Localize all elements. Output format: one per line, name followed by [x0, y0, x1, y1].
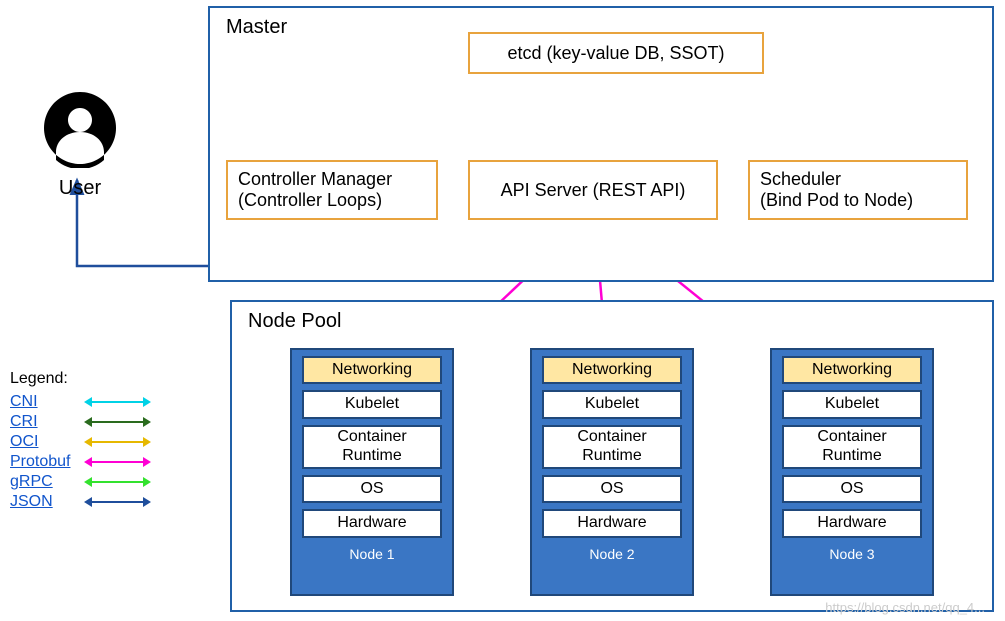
legend-arrow-icon	[90, 481, 145, 483]
legend-arrow-icon	[90, 401, 145, 403]
node-layer-os: OS	[782, 475, 922, 503]
diagram-stage: Master etcd (key-value DB, SSOT) Control…	[0, 0, 1005, 621]
legend-arrow-icon	[90, 501, 145, 503]
scheduler-box: Scheduler (Bind Pod to Node)	[748, 160, 968, 220]
api-server-box: API Server (REST API)	[468, 160, 718, 220]
legend-arrow-icon	[90, 461, 145, 463]
node-3: Networking Kubelet ContainerRuntime OS Hardw…	[770, 348, 934, 596]
node-layer-networking: Networking	[542, 356, 682, 384]
legend-arrow-icon	[90, 441, 145, 443]
legend-row-cri: CRI	[10, 412, 145, 432]
user-icon	[30, 88, 130, 168]
legend-link[interactable]: CRI	[10, 413, 80, 431]
scheduler-line1: Scheduler	[760, 169, 956, 190]
legend-title: Legend:	[10, 370, 145, 388]
node-footer: Node 1	[302, 544, 442, 567]
node-layer-container-runtime: ContainerRuntime	[542, 425, 682, 469]
node-layer-os: OS	[542, 475, 682, 503]
master-title: Master	[226, 16, 287, 39]
legend-arrow-icon	[90, 421, 145, 423]
watermark: https://blog.csdn.net/qq_4...	[825, 600, 985, 615]
node-layer-container-runtime: ContainerRuntime	[782, 425, 922, 469]
legend-link[interactable]: CNI	[10, 393, 80, 411]
node-layer-networking: Networking	[782, 356, 922, 384]
node-layer-hardware: Hardware	[542, 509, 682, 537]
legend-link[interactable]: OCI	[10, 433, 80, 451]
legend-row-protobuf: Protobuf	[10, 452, 145, 472]
node-1: Networking Kubelet ContainerRuntime OS Hardw…	[290, 348, 454, 596]
user-label: User	[20, 177, 140, 200]
node-footer: Node 2	[542, 544, 682, 567]
nodepool-title: Node Pool	[248, 310, 341, 333]
node-layer-hardware: Hardware	[302, 509, 442, 537]
legend-row-grpc: gRPC	[10, 472, 145, 492]
legend-link[interactable]: Protobuf	[10, 453, 80, 471]
legend-row-cni: CNI	[10, 392, 145, 412]
etcd-box: etcd (key-value DB, SSOT)	[468, 32, 764, 74]
node-layer-os: OS	[302, 475, 442, 503]
legend-link[interactable]: JSON	[10, 493, 80, 511]
node-footer: Node 3	[782, 544, 922, 567]
controller-line2: (Controller Loops)	[238, 190, 426, 211]
controller-line1: Controller Manager	[238, 169, 426, 190]
etcd-label: etcd (key-value DB, SSOT)	[507, 43, 724, 64]
node-layer-kubelet: Kubelet	[302, 390, 442, 418]
legend-row-oci: OCI	[10, 432, 145, 452]
node-layer-kubelet: Kubelet	[782, 390, 922, 418]
controller-manager-box: Controller Manager (Controller Loops)	[226, 160, 438, 220]
legend-row-json: JSON	[10, 492, 145, 512]
node-layer-container-runtime: ContainerRuntime	[302, 425, 442, 469]
node-2: Networking Kubelet ContainerRuntime OS Hardw…	[530, 348, 694, 596]
legend-link[interactable]: gRPC	[10, 473, 80, 491]
apiserver-label: API Server (REST API)	[501, 180, 686, 201]
node-layer-kubelet: Kubelet	[542, 390, 682, 418]
node-layer-networking: Networking	[302, 356, 442, 384]
user-block: User	[20, 88, 140, 200]
legend: Legend: CNI CRI OCI Protobuf gRPC JSON	[10, 370, 145, 512]
node-layer-hardware: Hardware	[782, 509, 922, 537]
scheduler-line2: (Bind Pod to Node)	[760, 190, 956, 211]
